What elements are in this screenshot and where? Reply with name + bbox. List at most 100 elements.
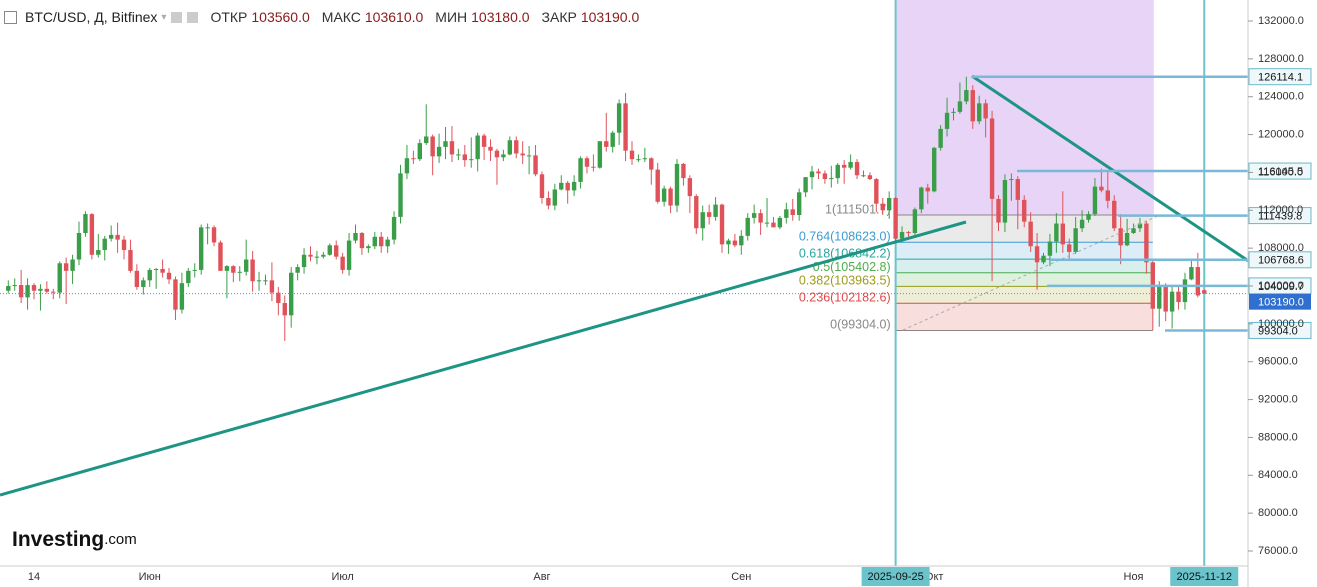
level-label: 111439.8 (1258, 210, 1302, 222)
candle-body (327, 245, 332, 255)
candle-body (237, 271, 242, 273)
candle-body (231, 266, 236, 273)
candle-body (1182, 279, 1188, 303)
candle-body (706, 212, 712, 217)
candle-body (108, 234, 114, 239)
candle-body (141, 280, 146, 287)
y-tick-label: 128000.0 (1258, 53, 1304, 65)
candle-body (668, 188, 673, 206)
candle-body (1124, 233, 1130, 246)
candle-body (1169, 291, 1175, 312)
candle-body (166, 272, 172, 280)
candle-body (642, 158, 648, 160)
candle-body (128, 250, 133, 271)
candle-body (18, 285, 24, 298)
candle-body (398, 173, 403, 217)
icon[interactable] (187, 11, 199, 23)
candle-body (51, 291, 56, 293)
candle-body (861, 175, 866, 177)
candle-body (243, 259, 249, 272)
candle-body (340, 256, 345, 270)
candle-body (957, 101, 963, 112)
candle-body (456, 154, 461, 156)
candle-body (591, 166, 596, 168)
candle-body (571, 181, 577, 191)
candle-body (1195, 267, 1201, 296)
candle-body (121, 239, 127, 251)
dropdown[interactable]: ▾ (161, 11, 167, 23)
candle-body (308, 254, 313, 257)
candle-body (1060, 223, 1065, 245)
candle-body (623, 103, 628, 151)
candle-body (674, 163, 680, 206)
candle-body (1067, 244, 1072, 252)
last-price-box (1249, 293, 1311, 310)
candle-body (713, 204, 718, 217)
candle-body (552, 189, 558, 206)
candle-body (12, 285, 17, 287)
x-tick-label: Сен (731, 571, 751, 583)
candle-body (379, 236, 384, 247)
y-tick-label: 76000.0 (1258, 545, 1298, 557)
candle-body (263, 280, 268, 282)
candle-body (1189, 267, 1194, 280)
candle-body (76, 233, 82, 260)
candle-body (719, 204, 725, 245)
candle-body (938, 128, 943, 148)
candle-body (809, 171, 815, 178)
candle-body (63, 263, 69, 271)
level-label: 104009.7 (1258, 281, 1304, 293)
candle-body (758, 213, 763, 223)
trend-line (971, 74, 1251, 264)
candle-body (829, 178, 834, 180)
candle-body (751, 213, 757, 218)
fib-label: 0.764(108623.0) (799, 230, 891, 244)
candle-body (874, 179, 879, 204)
candle-body (559, 182, 564, 190)
candle-body (1054, 223, 1059, 242)
ohlc-value: 103180.0 (471, 9, 530, 25)
candle-body (1112, 200, 1117, 229)
candle-body (462, 154, 468, 161)
candle-body (1086, 214, 1091, 220)
y-tick-label: 112000.0 (1258, 204, 1303, 216)
y-tick-label: 132000.0 (1258, 15, 1304, 27)
candle-body (546, 197, 551, 206)
icon[interactable] (171, 11, 183, 23)
candle-body (661, 188, 667, 202)
candle-body (694, 196, 699, 229)
candle-body (38, 288, 43, 291)
y-tick-label: 116000.0 (1258, 166, 1303, 178)
date-range (895, 0, 1154, 216)
candle-body (539, 174, 545, 198)
candle-body (44, 288, 50, 292)
candle-body (597, 141, 603, 168)
candle-body (385, 239, 390, 247)
candle-body (1015, 179, 1020, 200)
candle-body (334, 245, 339, 257)
candle-body (533, 155, 538, 175)
candle-body (893, 197, 898, 239)
level-label-box (1248, 321, 1312, 339)
candle-body (526, 155, 532, 157)
candle-body (520, 153, 525, 156)
y-tick-label: 100000.0 (1258, 318, 1304, 330)
candle-body (436, 146, 442, 157)
x-tick-label: Авг (533, 571, 550, 583)
candle-body (777, 217, 783, 228)
y-tick-label: 92000.0 (1258, 393, 1298, 405)
candle-body (102, 238, 107, 251)
candle-body (816, 171, 821, 174)
ohlc-key: ЗАКР (541, 9, 577, 25)
candle-body (1002, 180, 1008, 223)
fib-band (895, 286, 1153, 304)
candle-body (790, 209, 795, 216)
level-label: 126114.1 (1258, 72, 1303, 84)
candle-body (854, 162, 860, 176)
candle-body (848, 162, 853, 168)
candle-body (977, 103, 982, 122)
logo-suffix: .com (104, 531, 137, 548)
candle-body (578, 158, 583, 182)
